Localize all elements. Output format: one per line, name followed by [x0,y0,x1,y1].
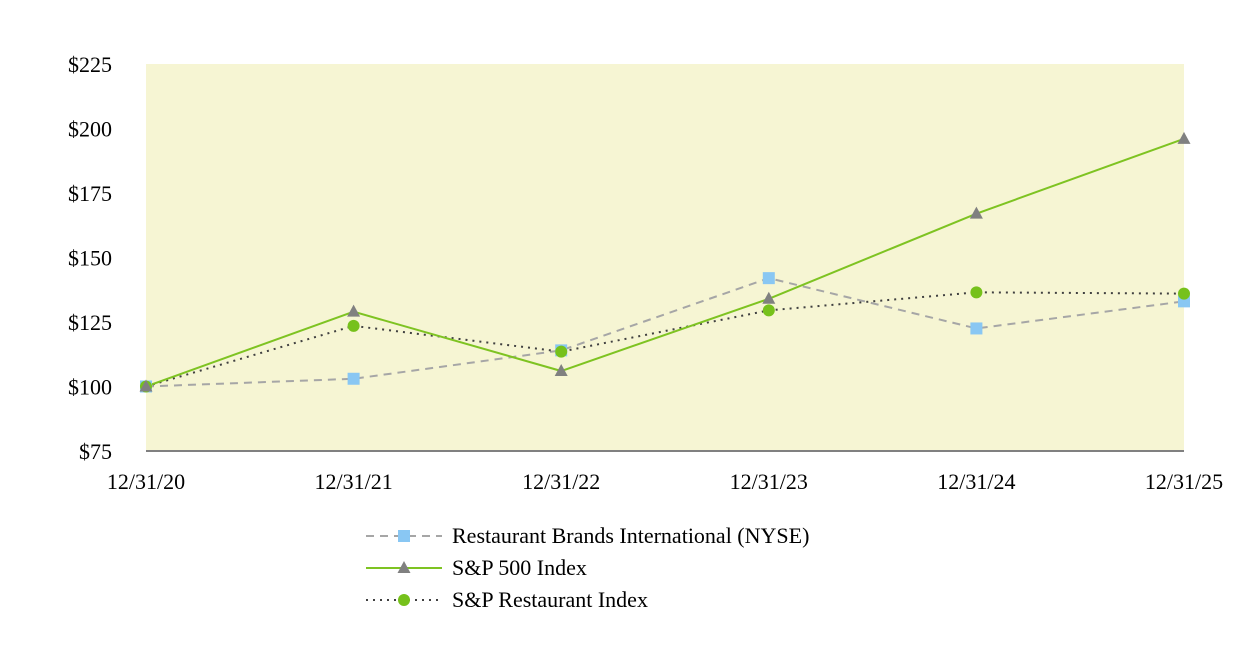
legend-label: S&P 500 Index [452,555,587,580]
series-line [145,277,1185,388]
x-tick-label: 12/31/22 [522,469,600,494]
data-point [554,364,568,377]
data-point [347,372,360,385]
legend-item: S&P 500 Index [366,555,587,580]
series-line [145,137,1185,388]
data-point [762,291,776,304]
y-axis-ticks: $75 $100 $125 $150 $175 $200 $225 [68,52,112,464]
y-tick-label: $200 [68,117,112,142]
data-point [347,319,360,332]
data-point [762,304,775,317]
legend-item: Restaurant Brands International (NYSE) [366,523,809,548]
series-markers [139,131,1191,393]
legend-label: S&P Restaurant Index [452,587,648,612]
legend-marker [398,530,410,542]
legend: Restaurant Brands International (NYSE) S&… [366,523,809,612]
y-tick-label: $175 [68,181,112,206]
data-point [139,379,153,392]
legend-marker [398,594,410,606]
x-tick-label: 12/31/23 [730,469,808,494]
y-tick-label: $225 [68,52,112,77]
legend-marker [397,561,411,573]
data-point [969,206,983,219]
data-point [347,304,361,317]
data-point [970,322,983,335]
data-point [1177,131,1191,144]
y-tick-label: $100 [68,375,112,400]
data-point [970,286,983,299]
y-tick-label: $150 [68,246,112,271]
x-tick-label: 12/31/20 [107,469,185,494]
y-tick-label: $75 [79,439,112,464]
plot-area [146,64,1184,451]
x-tick-label: 12/31/25 [1145,469,1223,494]
series-lines [145,137,1185,388]
x-tick-label: 12/31/21 [314,469,392,494]
data-point [1178,287,1190,300]
legend-item: S&P Restaurant Index [366,587,648,612]
y-tick-label: $125 [68,310,112,335]
x-tick-label: 12/31/24 [937,469,1015,494]
data-point [762,272,775,285]
legend-label: Restaurant Brands International (NYSE) [452,523,809,548]
data-point [555,345,568,358]
x-axis-ticks: 12/31/20 12/31/21 12/31/22 12/31/23 12/31/24… [107,469,1223,494]
